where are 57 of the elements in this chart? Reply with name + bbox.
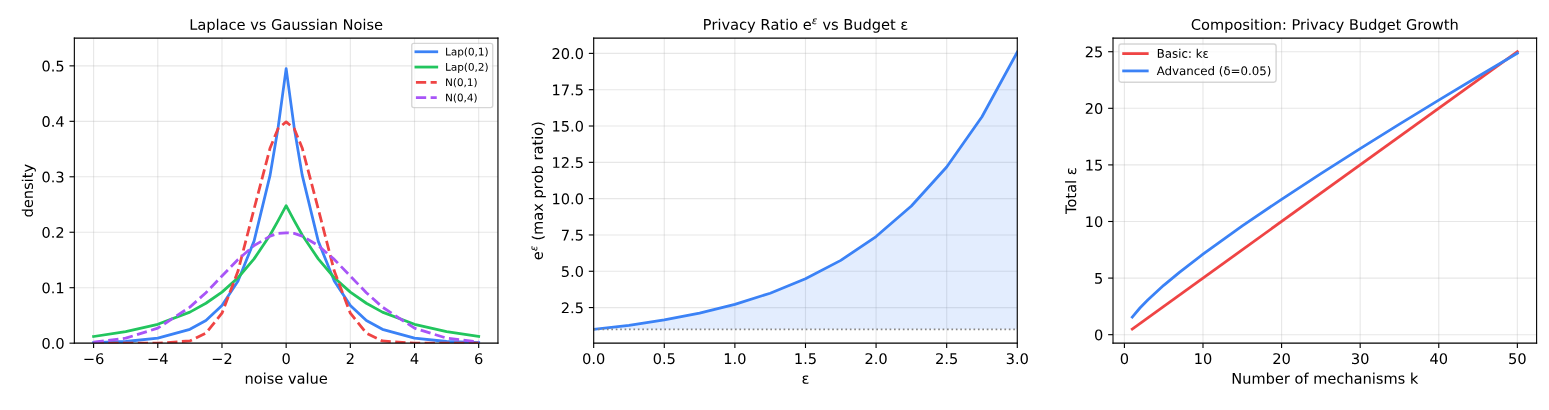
chart-title: Laplace vs Gaussian Noise	[190, 18, 383, 33]
y-tick-label: 10.0	[553, 193, 583, 205]
x-axis-title: ε	[802, 375, 809, 384]
y-axis-title: e$^{ε}$ (max prob ratio)	[531, 122, 546, 260]
x-tick-label: −6	[84, 353, 104, 365]
x-tick-label: 2	[346, 353, 354, 364]
chart-title: Privacy Ratio e$^{ε}$ vs Budget ε	[704, 18, 908, 33]
x-tick-label: 0	[1120, 353, 1129, 365]
x-tick-label: 40	[1430, 353, 1448, 365]
legend-label: N(0,4)	[446, 93, 477, 103]
y-tick-label: 20.0	[552, 48, 583, 60]
x-tick-label: 3.0	[1006, 353, 1028, 365]
y-tick-label: 2.5	[561, 302, 583, 314]
y-tick-label: 7.5	[561, 229, 583, 241]
y-axis-title: Total ε	[1065, 168, 1077, 214]
y-tick-label: 5.0	[561, 265, 583, 278]
y-tick-label: 17.5	[553, 84, 583, 96]
x-tick-label: 2.0	[865, 353, 887, 365]
chart-title: Composition: Privacy Budget Growth	[1191, 18, 1458, 33]
line-series	[92, 231, 481, 344]
x-tick-label: 0.5	[653, 353, 675, 365]
legend-label: Lap(0,2)	[446, 62, 488, 73]
x-tick-label: 20	[1273, 353, 1290, 365]
x-tick-label: 10	[1195, 353, 1212, 365]
y-tick-label: 0.1	[42, 282, 64, 294]
y-tick-label: 0.0	[42, 337, 64, 349]
legend-label: Lap(0,1)	[446, 47, 488, 58]
x-tick-label: 30	[1352, 353, 1369, 365]
x-tick-label: 1.5	[795, 353, 816, 365]
legend-label: N(0,1)	[446, 78, 477, 88]
y-tick-label: 0.2	[42, 226, 64, 238]
y-tick-label: 0.5	[42, 60, 64, 72]
y-tick-label: 20	[1085, 103, 1103, 115]
y-tick-label: 15.0	[553, 120, 583, 132]
y-tick-label: 0.4	[42, 116, 64, 128]
x-tick-label: 0	[282, 353, 290, 365]
y-tick-label: 25	[1085, 46, 1103, 58]
x-tick-label: −2	[212, 353, 232, 364]
x-tick-label: 6	[475, 353, 483, 365]
y-tick-label: 0	[1094, 329, 1103, 341]
line-series	[92, 204, 481, 338]
x-tick-label: 50	[1509, 353, 1526, 365]
x-axis-title: Number of mechanisms k	[1232, 372, 1419, 384]
x-tick-label: 2.5	[936, 353, 957, 365]
y-tick-label: 0.3	[42, 171, 64, 183]
y-axis-title: density	[21, 164, 36, 217]
x-axis-title: noise value	[245, 372, 327, 384]
y-tick-label: 10	[1086, 216, 1103, 228]
x-tick-label: 0.0	[583, 353, 605, 365]
legend-label: Advanced (δ=0.05)	[1156, 66, 1271, 77]
x-tick-label: −4	[148, 353, 168, 364]
y-tick-label: 15	[1086, 159, 1103, 171]
y-tick-label: 12.5	[553, 157, 583, 169]
x-tick-label: 4	[410, 353, 419, 364]
x-tick-label: 1.0	[724, 353, 746, 365]
legend-label: Basic: kε	[1157, 48, 1209, 58]
y-tick-label: 5	[1095, 273, 1103, 284]
